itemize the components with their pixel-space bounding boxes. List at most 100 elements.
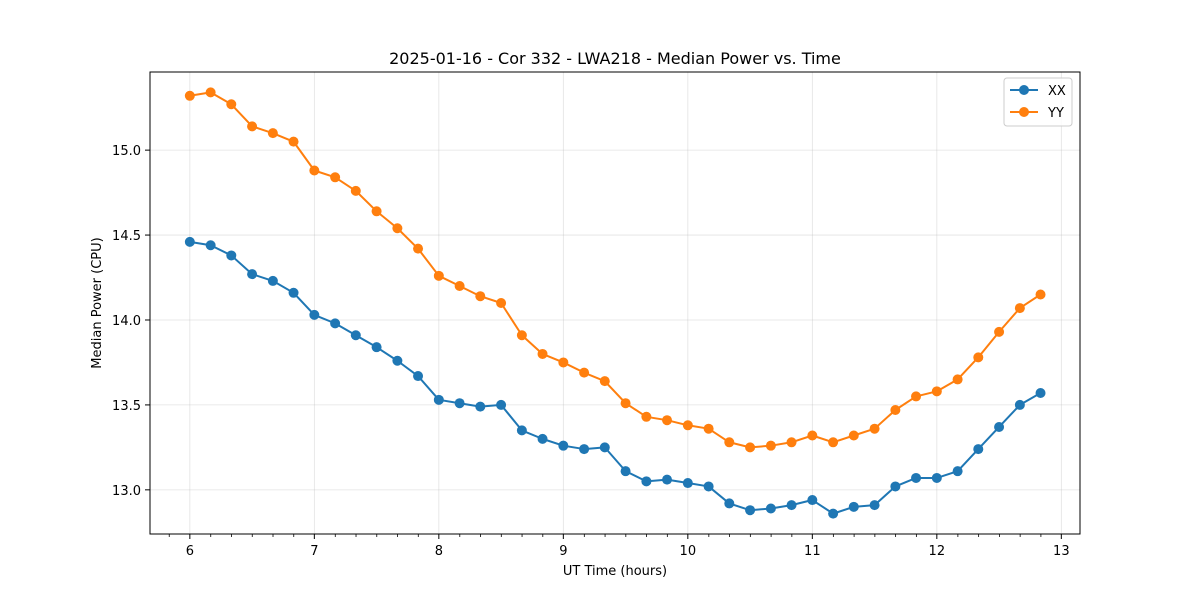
- data-point-xx: [599, 442, 610, 453]
- x-tick-label: 12: [929, 544, 946, 559]
- data-point-yy: [330, 172, 341, 183]
- data-point-xx: [745, 505, 756, 516]
- x-tick-label: 10: [680, 544, 697, 559]
- data-point-yy: [350, 185, 361, 196]
- legend: XX YY: [1003, 77, 1073, 127]
- data-point-xx: [662, 474, 673, 485]
- data-point-yy: [641, 411, 652, 422]
- data-point-xx: [496, 399, 507, 410]
- data-point-yy: [599, 376, 610, 387]
- data-point-xx: [413, 371, 424, 382]
- data-point-yy: [579, 367, 590, 378]
- data-point-xx: [620, 466, 631, 477]
- data-point-yy: [869, 423, 880, 434]
- y-axis-label: Median Power (CPU): [90, 237, 105, 368]
- data-point-yy: [558, 357, 569, 368]
- data-point-yy: [848, 430, 859, 441]
- y-tick-label: 14.5: [112, 229, 141, 244]
- data-point-xx: [890, 481, 901, 492]
- data-point-xx: [994, 421, 1005, 432]
- data-point-xx: [371, 342, 382, 353]
- data-point-xx: [807, 495, 818, 506]
- x-tick-label: 7: [310, 544, 318, 559]
- data-point-xx: [931, 472, 942, 483]
- data-point-xx: [330, 318, 341, 329]
- data-point-yy: [973, 352, 984, 363]
- data-point-yy: [392, 223, 403, 234]
- data-point-yy: [703, 423, 714, 434]
- x-tick-label: 6: [186, 544, 194, 559]
- y-tick-label: 13.0: [112, 484, 141, 499]
- data-point-yy: [516, 330, 527, 341]
- legend-marker-xx: [1019, 85, 1029, 95]
- plot-area: [150, 72, 1080, 534]
- data-point-xx: [724, 498, 735, 509]
- ticks: 6 7 8 9 10 11 12 13 13.0 13.5 14.0 14.5 15.0: [112, 144, 1070, 559]
- data-point-yy: [662, 415, 673, 426]
- data-point-yy: [1035, 289, 1046, 300]
- data-point-xx: [309, 309, 320, 320]
- data-point-yy: [994, 326, 1005, 337]
- x-tick-label: 9: [559, 544, 567, 559]
- data-point-xx: [848, 501, 859, 512]
- data-point-yy: [1014, 303, 1025, 314]
- data-point-xx: [786, 500, 797, 511]
- data-point-xx: [184, 236, 195, 247]
- data-point-xx: [516, 425, 527, 436]
- data-point-yy: [828, 437, 839, 448]
- data-point-yy: [890, 405, 901, 416]
- data-point-xx: [765, 503, 776, 514]
- data-point-xx: [682, 478, 693, 489]
- data-point-xx: [703, 481, 714, 492]
- data-point-yy: [620, 398, 631, 409]
- data-point-xx: [288, 287, 299, 298]
- data-point-xx: [454, 398, 465, 409]
- data-point-xx: [558, 440, 569, 451]
- data-point-xx: [267, 275, 278, 286]
- data-point-yy: [745, 442, 756, 453]
- data-point-yy: [682, 420, 693, 431]
- data-point-yy: [724, 437, 735, 448]
- data-point-xx: [537, 433, 548, 444]
- data-point-xx: [973, 444, 984, 455]
- data-point-xx: [911, 472, 922, 483]
- data-point-xx: [350, 330, 361, 341]
- data-point-yy: [931, 386, 942, 397]
- data-point-yy: [496, 298, 507, 308]
- y-tick-label: 13.5: [112, 399, 141, 414]
- data-point-yy: [433, 270, 444, 281]
- data-point-yy: [247, 121, 258, 132]
- x-axis-label: UT Time (hours): [563, 564, 667, 579]
- data-point-xx: [247, 269, 258, 280]
- data-point-xx: [392, 355, 403, 366]
- data-point-xx: [952, 466, 963, 477]
- y-tick-label: 14.0: [112, 314, 141, 329]
- data-point-yy: [413, 243, 424, 254]
- plot-frame: [149, 71, 1081, 535]
- data-point-xx: [579, 444, 590, 455]
- data-point-yy: [309, 165, 320, 176]
- data-point-xx: [205, 240, 216, 251]
- data-point-yy: [765, 440, 776, 451]
- x-tick-label: 8: [435, 544, 443, 559]
- data-point-xx: [433, 394, 444, 405]
- data-point-xx: [869, 500, 880, 511]
- x-tick-label: 13: [1053, 544, 1070, 559]
- data-point-yy: [184, 90, 195, 101]
- legend-label-xx: XX: [1048, 84, 1066, 99]
- data-point-yy: [786, 437, 797, 448]
- chart-title: 2025-01-16 - Cor 332 - LWA218 - Median P…: [389, 49, 841, 68]
- data-point-yy: [371, 206, 382, 217]
- data-point-xx: [475, 401, 486, 412]
- grid: [150, 72, 1080, 534]
- data-point-yy: [952, 374, 963, 385]
- data-point-yy: [205, 87, 216, 98]
- data-point-yy: [807, 430, 818, 441]
- data-point-yy: [475, 291, 486, 302]
- x-tick-label: 11: [804, 544, 821, 559]
- legend-marker-yy: [1019, 107, 1029, 117]
- data-point-yy: [288, 136, 299, 147]
- series-layer: [184, 87, 1046, 519]
- data-point-xx: [1014, 399, 1025, 410]
